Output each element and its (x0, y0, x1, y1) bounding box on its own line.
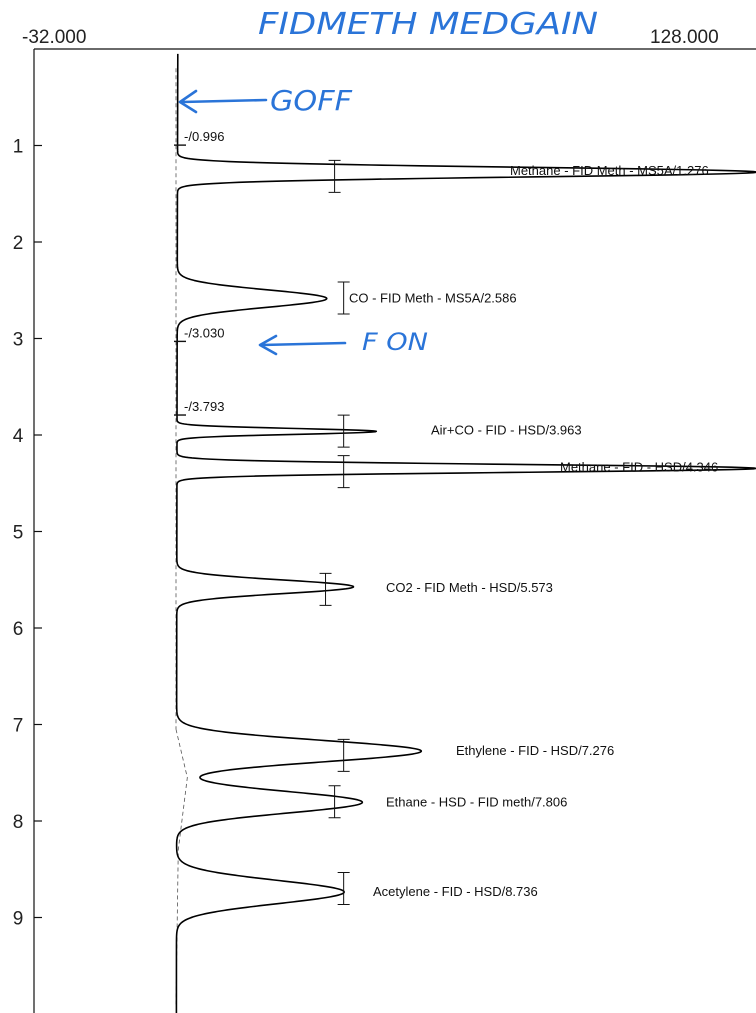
peak-label: CO - FID Meth - MS5A/2.586 (349, 291, 517, 306)
error-bar (337, 414, 350, 448)
y-tick-label: 5 (13, 523, 24, 544)
error-bar (319, 572, 332, 606)
fon-arrow (258, 334, 347, 356)
peak-label: CO2 - FID Meth - HSD/5.573 (386, 580, 553, 595)
chromatogram-trace (175, 53, 756, 1013)
y-tick-label: 4 (13, 426, 24, 447)
peak-label: Air+CO - FID - HSD/3.963 (431, 422, 582, 437)
y-tick-label: 6 (13, 619, 24, 640)
peak-label-group: Methane - FID Meth - MS5A/1.276 CO - FID … (349, 163, 718, 899)
goff-arrow (178, 89, 268, 114)
error-bar (337, 281, 350, 315)
event-label: -/0.996 (184, 129, 224, 144)
error-bar (337, 738, 350, 772)
y-tick-label: 9 (13, 909, 24, 930)
y-tick-label: 3 (13, 330, 24, 351)
x-axis-max-label: 128.000 (650, 27, 719, 48)
y-tick-label: 8 (13, 812, 24, 833)
error-bar-group (319, 159, 350, 906)
y-tick-label: 1 (13, 137, 24, 158)
peak-label: Ethane - HSD - FID meth/7.806 (386, 794, 567, 809)
fon-text: F ON (362, 328, 428, 356)
error-bar (337, 455, 350, 489)
baseline-group (175, 68, 188, 1005)
goff-annotation: GOFF (178, 84, 353, 117)
baseline-dashed-drop (175, 729, 188, 1005)
trace-group (175, 53, 756, 1013)
y-axis: 1 2 3 4 5 6 7 8 9 (13, 137, 42, 930)
y-tick-label: 7 (13, 716, 24, 737)
peak-label: Ethylene - FID - HSD/7.276 (456, 743, 614, 758)
peak-label: Methane - FID Meth - MS5A/1.276 (510, 163, 709, 178)
peak-label: Acetylene - FID - HSD/8.736 (373, 884, 538, 899)
goff-text: GOFF (270, 84, 353, 117)
error-bar (328, 785, 341, 819)
event-label: -/3.793 (184, 399, 224, 414)
fon-annotation: F ON (258, 328, 428, 356)
event-marker-group: -/0.996 -/3.030 -/3.793 (174, 129, 224, 416)
handwritten-title: FIDMETH MEDGAIN (258, 7, 598, 42)
error-bar (328, 159, 341, 193)
error-bar (337, 872, 350, 906)
event-label: -/3.030 (184, 325, 224, 340)
x-axis-min-label: -32.000 (22, 27, 86, 48)
peak-label: Methane - FID - HSD/4.346 (560, 459, 718, 474)
y-tick-label: 2 (13, 233, 24, 254)
